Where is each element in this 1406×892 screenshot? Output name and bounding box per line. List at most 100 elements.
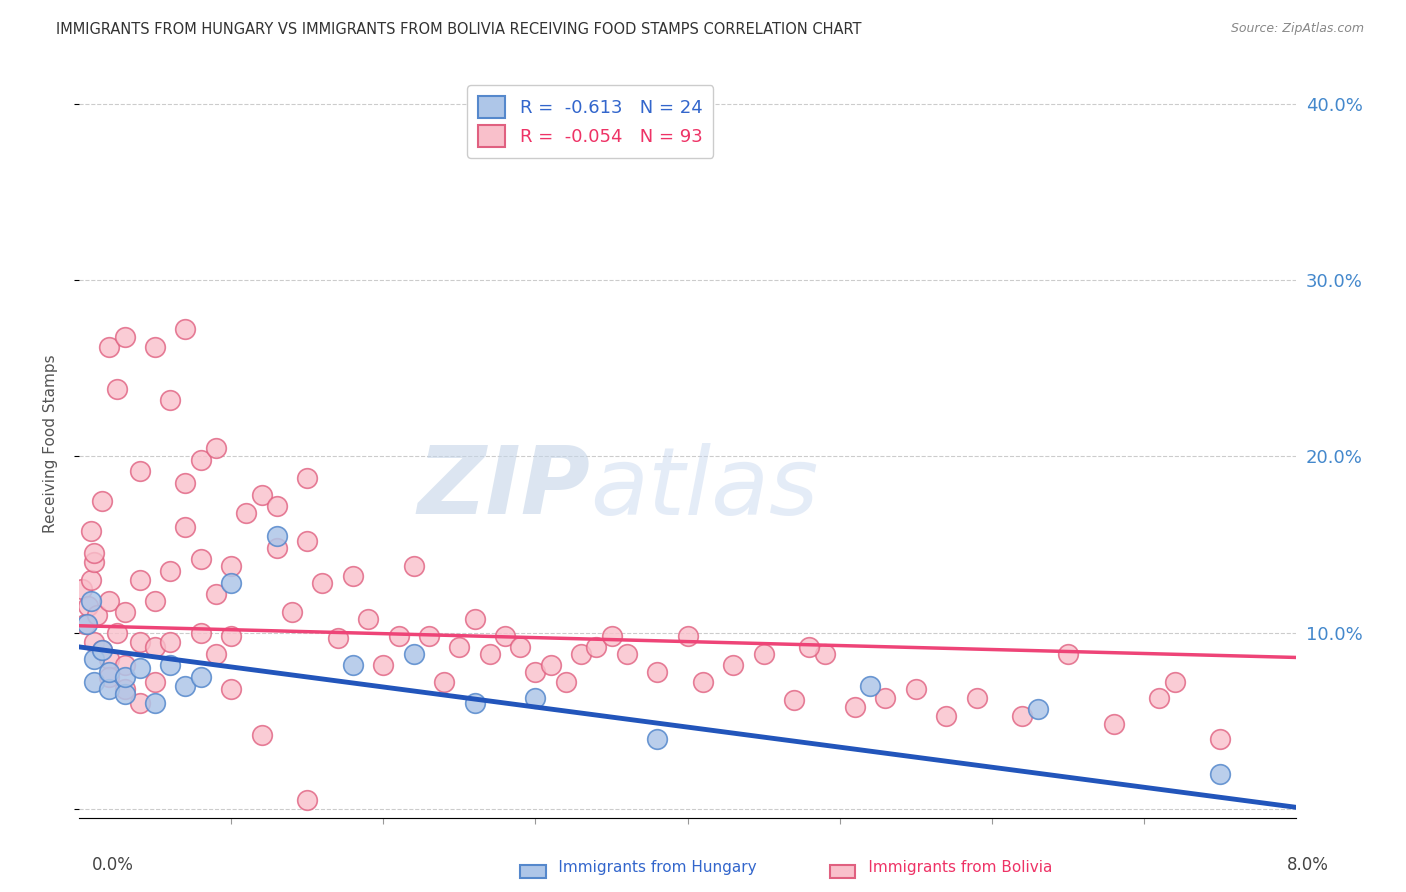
Point xyxy=(692,675,714,690)
Text: IMMIGRANTS FROM HUNGARY VS IMMIGRANTS FROM BOLIVIA RECEIVING FOOD STAMPS CORRELA: IMMIGRANTS FROM HUNGARY VS IMMIGRANTS FR… xyxy=(56,22,862,37)
Text: 8.0%: 8.0% xyxy=(1286,855,1329,873)
Point xyxy=(1011,708,1033,723)
Point xyxy=(295,470,318,484)
Point xyxy=(174,475,197,490)
Text: ZIP: ZIP xyxy=(418,442,591,534)
Point xyxy=(77,599,100,614)
Point xyxy=(205,441,228,455)
Point xyxy=(83,546,105,560)
Point xyxy=(783,693,806,707)
Point xyxy=(904,682,927,697)
Point xyxy=(585,640,607,654)
Point xyxy=(128,696,150,710)
Point xyxy=(128,661,150,675)
Point xyxy=(402,647,425,661)
Point xyxy=(114,605,136,619)
Point xyxy=(524,691,547,706)
Point xyxy=(114,688,136,702)
Point xyxy=(80,594,103,608)
Point xyxy=(569,647,592,661)
Point xyxy=(159,392,181,407)
Point xyxy=(159,657,181,672)
Point xyxy=(723,657,745,672)
Point xyxy=(114,682,136,697)
Point xyxy=(190,551,212,566)
Point xyxy=(676,629,699,643)
Point xyxy=(174,520,197,534)
Point xyxy=(1102,717,1125,731)
Point xyxy=(1209,731,1232,746)
Point xyxy=(205,647,228,661)
Point xyxy=(799,640,821,654)
Text: Immigrants from Hungary: Immigrants from Hungary xyxy=(534,861,756,875)
Point xyxy=(219,629,242,643)
Point xyxy=(98,682,121,697)
Point xyxy=(143,675,166,690)
Point xyxy=(98,665,121,679)
Point xyxy=(875,691,897,706)
Point xyxy=(250,728,273,742)
Point xyxy=(90,493,112,508)
Point xyxy=(524,665,547,679)
Point xyxy=(98,670,121,684)
Legend: R =  -0.613   N = 24, R =  -0.054   N = 93: R = -0.613 N = 24, R = -0.054 N = 93 xyxy=(467,85,713,158)
Point xyxy=(143,696,166,710)
Point xyxy=(554,675,576,690)
Point xyxy=(478,647,501,661)
Point xyxy=(1163,675,1185,690)
Point xyxy=(73,617,96,632)
Point xyxy=(1209,767,1232,781)
Point xyxy=(494,629,516,643)
Point xyxy=(1057,647,1080,661)
Point xyxy=(311,576,333,591)
Point xyxy=(174,679,197,693)
Point xyxy=(114,329,136,343)
Point xyxy=(752,647,775,661)
Point xyxy=(219,576,242,591)
Point xyxy=(114,670,136,684)
Point xyxy=(190,670,212,684)
Point xyxy=(342,657,364,672)
Point xyxy=(1149,691,1171,706)
Point xyxy=(295,793,318,807)
Point xyxy=(966,691,988,706)
Point xyxy=(266,529,288,543)
Point xyxy=(235,506,257,520)
Point xyxy=(281,605,304,619)
Point xyxy=(540,657,562,672)
Point xyxy=(76,617,98,632)
Point xyxy=(205,587,228,601)
Point xyxy=(90,643,112,657)
Text: Source: ZipAtlas.com: Source: ZipAtlas.com xyxy=(1230,22,1364,36)
Point xyxy=(645,665,668,679)
Y-axis label: Receiving Food Stamps: Receiving Food Stamps xyxy=(44,354,58,533)
Point xyxy=(387,629,409,643)
Point xyxy=(250,488,273,502)
Point xyxy=(418,629,440,643)
Point xyxy=(98,652,121,666)
Point xyxy=(159,564,181,578)
Point xyxy=(219,558,242,573)
Point xyxy=(373,657,395,672)
Point xyxy=(90,643,112,657)
Point xyxy=(159,634,181,648)
Point xyxy=(128,573,150,587)
Point xyxy=(813,647,835,661)
Point xyxy=(464,612,486,626)
Point xyxy=(174,322,197,336)
Point xyxy=(464,696,486,710)
Point xyxy=(80,524,103,538)
Point xyxy=(80,573,103,587)
Point xyxy=(266,541,288,556)
Point xyxy=(616,647,638,661)
Point xyxy=(143,640,166,654)
Point xyxy=(1026,701,1049,715)
Point xyxy=(114,657,136,672)
Point xyxy=(266,499,288,513)
Point xyxy=(859,679,882,693)
Point xyxy=(83,652,105,666)
Point xyxy=(935,708,957,723)
Point xyxy=(105,383,128,397)
Point xyxy=(128,634,150,648)
Text: 0.0%: 0.0% xyxy=(91,855,134,873)
